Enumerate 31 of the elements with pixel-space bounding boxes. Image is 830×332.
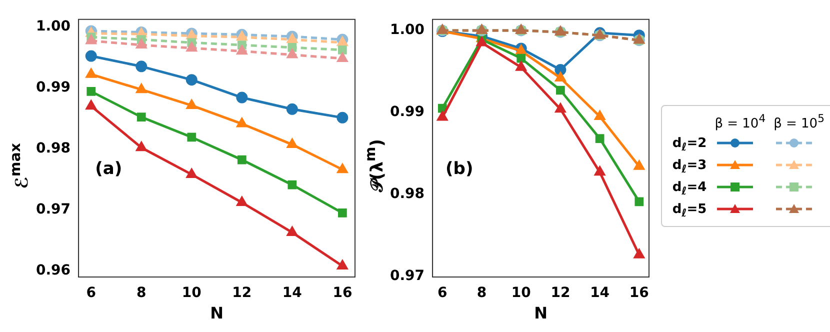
legend-label: d$_{ℓ}$=2	[671, 134, 708, 156]
y-tick-label: 0.99	[390, 104, 425, 120]
annotation: (a)	[94, 158, 122, 179]
y-tick-label: 0.98	[390, 186, 425, 202]
x-tick-label: 16	[630, 285, 650, 302]
x-axis-title: N	[210, 304, 224, 323]
x-tick-label: 6	[86, 285, 96, 302]
y-tick-label: 0.98	[36, 140, 70, 156]
y-tick-label: 0.96	[36, 262, 70, 279]
legend-label: d$_{ℓ}$=4	[671, 178, 708, 200]
annotation: (b)	[446, 158, 474, 179]
y-tick-label: 1.00	[36, 18, 70, 34]
x-tick-label: 10	[512, 285, 532, 302]
x-tick-label: 8	[477, 285, 487, 302]
x-tick-label: 16	[332, 285, 352, 302]
x-tick-label: 14	[282, 285, 302, 302]
x-tick-label: 12	[232, 285, 252, 302]
text: β = 10$^{4}$	[714, 111, 767, 134]
y-tick-label: 0.97	[36, 201, 70, 218]
x-tick-label: 14	[590, 285, 610, 302]
y-tick-label: 0.97	[390, 268, 425, 284]
x-axis-title: N	[534, 304, 548, 323]
text: β = 10$^{5}$	[772, 111, 826, 134]
y-tick-label: 0.99	[36, 79, 70, 96]
legend-label: d$_{ℓ}$=3	[671, 156, 708, 178]
y-tick-label: 1.00	[390, 22, 426, 38]
x-tick-label: 6	[438, 285, 448, 302]
legend-label: d$_{ℓ}$=5	[671, 200, 708, 222]
x-tick-label: 10	[182, 285, 202, 302]
x-tick-label: 8	[136, 285, 146, 302]
x-tick-label: 12	[551, 285, 571, 302]
